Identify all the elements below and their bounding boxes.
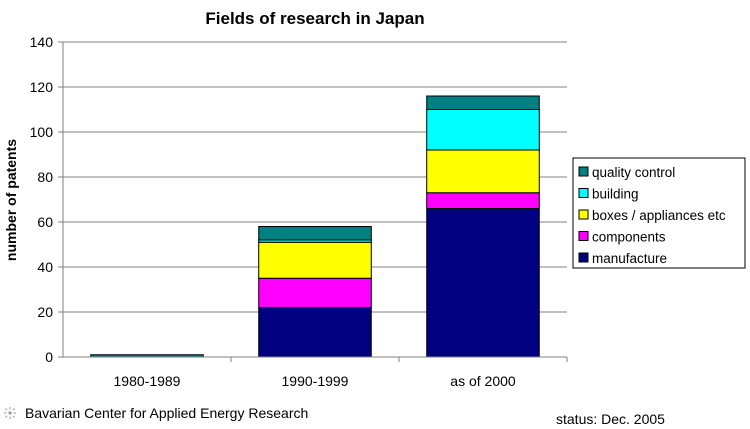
- bars: [90, 95, 540, 358]
- gridlines: [63, 41, 567, 313]
- legend-box: [572, 157, 746, 269]
- bar-segment-manufacture: [426, 208, 540, 358]
- chart-title: Fields of research in Japan: [205, 9, 424, 28]
- bar-segment-quality-control: [258, 226, 372, 241]
- legend-entry: quality control: [592, 165, 675, 180]
- legend-swatch: [578, 188, 589, 198]
- legend-entry: manufacture: [592, 251, 667, 266]
- y-tick-label: 80: [37, 169, 53, 185]
- x-tick-label: 1990-1999: [282, 373, 349, 389]
- y-axis-label: number of patents: [3, 139, 19, 261]
- y-tick-label: 60: [37, 214, 53, 230]
- y-tick-labels: 0 20 40 60 80 100 120 140: [30, 34, 54, 365]
- legend-entry: components: [592, 230, 666, 245]
- legend-entry: building: [592, 187, 639, 202]
- legend: quality control building boxes / appliance…: [572, 157, 746, 269]
- y-tick-label: 20: [37, 304, 53, 320]
- bar-segment-boxes-appliances-etc: [426, 149, 540, 194]
- source-text: Bavarian Center for Applied Energy Resea…: [25, 405, 309, 421]
- sun-logo-icon: [4, 406, 16, 419]
- legend-swatch: [578, 252, 589, 263]
- y-tick-label: 140: [30, 34, 54, 50]
- y-tick-label: 40: [37, 259, 53, 275]
- legend-swatch: [578, 166, 589, 177]
- source-credit: Bavarian Center for Applied Energy Resea…: [4, 405, 308, 421]
- bar-segment-building: [426, 109, 540, 151]
- bar-segment-components: [258, 277, 372, 308]
- x-tick-label: 1980-1989: [114, 373, 181, 389]
- bar-segment-manufacture: [258, 307, 372, 358]
- x-tick-labels: 1980-1989 1990-1999 as of 2000: [114, 373, 516, 389]
- status-text: status: Dec. 2005: [556, 411, 665, 427]
- legend-swatch: [578, 209, 589, 220]
- legend-swatch: [578, 231, 589, 241]
- bar-segment-components: [426, 192, 540, 209]
- x-tick-label: as of 2000: [450, 373, 516, 389]
- legend-entry: boxes / appliances etc: [592, 208, 726, 223]
- axes: [58, 41, 568, 362]
- bar-segment-quality-control: [426, 95, 540, 110]
- bar-segment-boxes-appliances-etc: [258, 241, 372, 279]
- y-tick-label: 0: [45, 349, 53, 365]
- y-tick-label: 120: [30, 79, 54, 95]
- y-tick-label: 100: [30, 124, 54, 140]
